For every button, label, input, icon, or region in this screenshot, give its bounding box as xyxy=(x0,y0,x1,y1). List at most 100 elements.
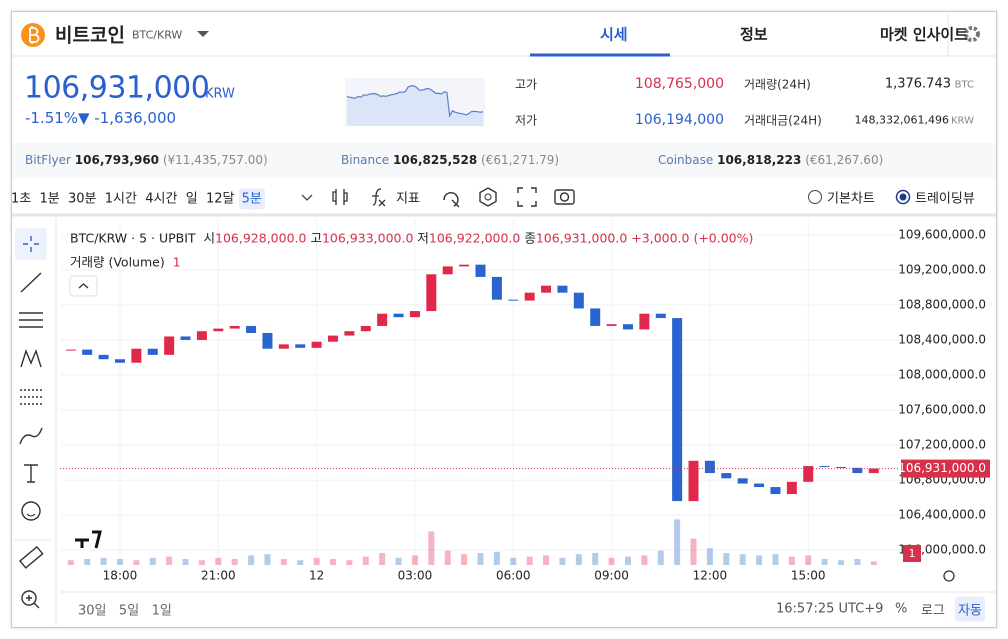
option[interactable]: 로그 xyxy=(921,603,945,619)
tab[interactable]: 정보 xyxy=(740,25,768,44)
text-tool[interactable] xyxy=(24,464,38,483)
volume-bar xyxy=(297,560,304,565)
candle xyxy=(311,341,322,348)
stat-label: 고가 xyxy=(515,77,538,92)
window-frame xyxy=(11,11,997,628)
volume-bar xyxy=(772,554,779,565)
volume-bar xyxy=(231,559,238,565)
candle xyxy=(246,325,257,333)
settings-icon[interactable] xyxy=(964,26,980,42)
candle xyxy=(639,313,650,330)
candle xyxy=(442,266,453,275)
legend-value: 106,931,000.0 xyxy=(535,230,628,246)
candle xyxy=(590,308,601,326)
candle xyxy=(82,349,93,355)
volume-scale-label: 1 xyxy=(909,547,916,560)
candle xyxy=(475,264,486,277)
legend-value: 106,922,000.0 xyxy=(428,230,521,246)
settings-icon-center xyxy=(969,31,975,37)
fx-icon[interactable] xyxy=(372,188,386,207)
x-tick-label: 12 xyxy=(309,569,324,583)
trendline-tool[interactable] xyxy=(20,272,42,293)
interval[interactable]: 1초 xyxy=(11,191,32,207)
interval-dropdown[interactable] xyxy=(301,194,313,201)
y-tick-label: 107,200,000.0 xyxy=(898,438,986,452)
indicator-btn[interactable]: 지표 xyxy=(396,191,420,207)
interval[interactable]: 일 xyxy=(185,191,198,207)
radio-basic[interactable] xyxy=(808,190,822,204)
pattern-tool[interactable] xyxy=(20,348,42,368)
stat-value: 108,765,000 xyxy=(634,76,724,92)
x-tick-label: 06:00 xyxy=(496,569,531,583)
fullscreen-icon[interactable] xyxy=(517,187,537,207)
candle xyxy=(491,276,502,300)
stat-label: 거래량(24H) xyxy=(744,77,811,92)
candle xyxy=(819,466,830,468)
candle xyxy=(377,313,388,326)
range-list: 30일 5일 1일 xyxy=(78,600,172,619)
volume-bar xyxy=(739,554,746,565)
volume-bar xyxy=(166,556,173,565)
brush-tool[interactable] xyxy=(19,427,43,445)
zoom-tool-handle xyxy=(26,595,40,609)
emoji-tool[interactable] xyxy=(21,501,41,521)
projection-tool[interactable] xyxy=(20,389,42,405)
legend-label: 시 xyxy=(203,230,215,246)
collapse-legend-btn[interactable] xyxy=(69,275,98,297)
legend-label: 종 xyxy=(524,230,536,246)
mini-chart-area xyxy=(347,85,483,126)
measure-tool[interactable] xyxy=(19,545,44,569)
dropdown-arrow[interactable] xyxy=(197,31,209,37)
volume-bar xyxy=(84,559,91,565)
range[interactable]: 5일 xyxy=(118,603,140,619)
stat-label: 저가 xyxy=(515,113,538,128)
option[interactable]: % xyxy=(895,601,908,617)
volume-bar xyxy=(477,553,484,565)
range[interactable]: 1일 xyxy=(151,603,172,619)
tv-logo xyxy=(75,530,102,549)
candle xyxy=(196,331,207,340)
volume-bar xyxy=(821,559,828,565)
zoom-tool[interactable] xyxy=(21,590,37,606)
candle xyxy=(704,460,715,474)
volume-legend: 거래량 (Volume) 1 xyxy=(70,252,181,271)
tab[interactable]: 시세 xyxy=(600,25,628,44)
screenshot-icon[interactable] xyxy=(554,189,575,205)
interval[interactable]: 1분 xyxy=(39,191,60,207)
volume-bar xyxy=(116,559,123,565)
candle xyxy=(328,335,339,342)
option-selected[interactable]: 자동 xyxy=(955,596,985,622)
interval[interactable]: 12달 xyxy=(205,191,235,207)
volume-bar xyxy=(395,557,402,565)
last-price-box xyxy=(901,459,990,478)
range[interactable]: 30일 xyxy=(78,603,107,619)
exchange-price: 106,793,960 xyxy=(74,153,160,167)
interval[interactable]: 4시간 xyxy=(145,191,178,207)
axis-settings-icon[interactable] xyxy=(943,570,955,582)
interval-selected[interactable]: 5분 xyxy=(238,188,265,210)
interval[interactable]: 30분 xyxy=(68,191,97,207)
volume-bar xyxy=(411,555,418,565)
candle-type-icon[interactable] xyxy=(332,189,348,205)
chart-legend: BTC/KRW · 5 · UPBIT 시106,928,000.0 고106,… xyxy=(70,228,753,247)
candle xyxy=(868,468,879,474)
currency: KRW xyxy=(205,86,235,102)
candle xyxy=(229,325,240,329)
stat-label: 거래대금(24H) xyxy=(744,113,822,128)
chart-mode[interactable]: 기본차트 xyxy=(827,191,875,207)
fib-tool[interactable] xyxy=(19,312,43,328)
alert-icon[interactable] xyxy=(443,192,460,208)
candle xyxy=(409,311,420,318)
volume-bar xyxy=(641,555,648,565)
candle xyxy=(65,349,76,351)
legend-label: 고 xyxy=(310,230,322,246)
crosshair-tool[interactable] xyxy=(23,236,39,252)
chart-mode[interactable]: 트레이딩뷰 xyxy=(915,191,975,207)
template-icon[interactable] xyxy=(479,187,497,207)
volume-bar xyxy=(198,560,205,565)
tab[interactable]: 마켓 인사이트 xyxy=(880,25,969,44)
exchange-row: Coinbase 106,818,223 (€61,267.60) xyxy=(658,153,883,167)
candle xyxy=(393,313,404,318)
interval[interactable]: 1시간 xyxy=(104,191,137,207)
